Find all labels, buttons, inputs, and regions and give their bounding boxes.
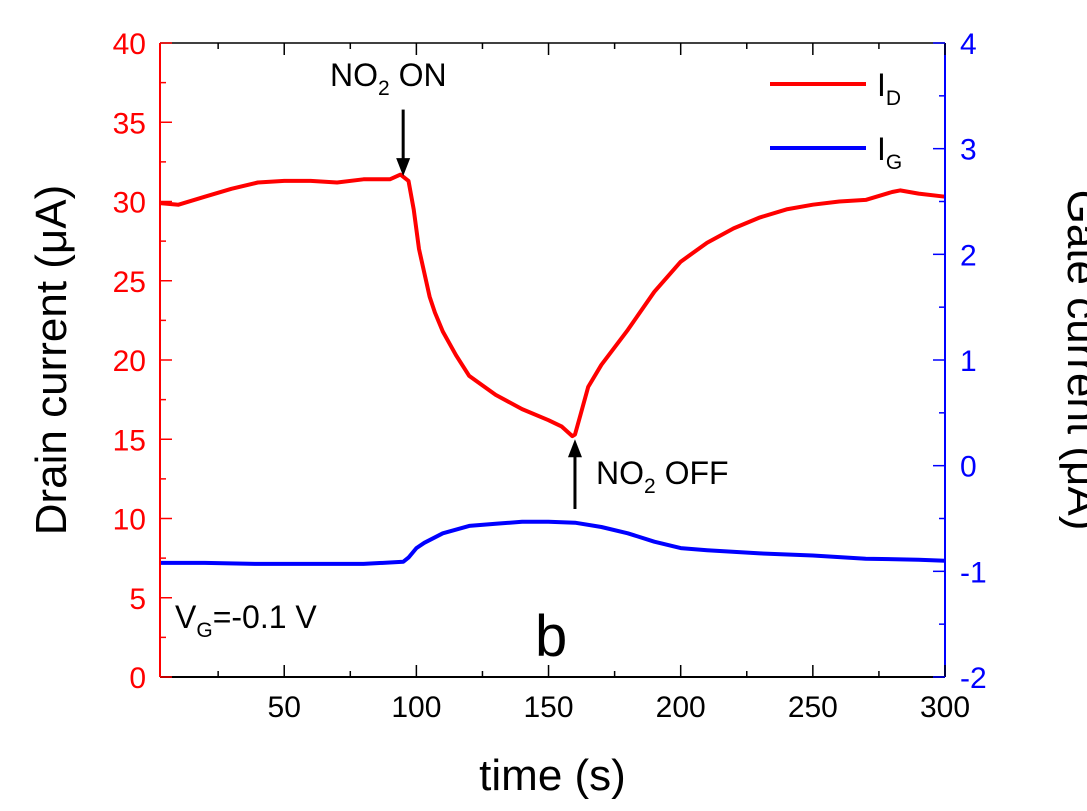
series-layer bbox=[159, 172, 946, 566]
y-left-tick-label: 35 bbox=[113, 107, 146, 140]
y-left-tick-label: 5 bbox=[129, 583, 146, 616]
x-tick-label: 150 bbox=[524, 691, 574, 724]
no2-off-arrowhead bbox=[567, 439, 582, 458]
y-right-tick-label: 2 bbox=[960, 239, 977, 272]
y-left-tick-label: 30 bbox=[113, 187, 146, 220]
y-right-tick-label: -1 bbox=[960, 556, 987, 589]
y-left-tick-label: 0 bbox=[129, 662, 146, 695]
axes-layer bbox=[159, 42, 946, 678]
y-right-tick-label: 3 bbox=[960, 134, 977, 167]
y-right-axis-title: Gate current (μA) bbox=[1058, 190, 1087, 531]
no2-off-label: NO2 OFF bbox=[596, 455, 729, 498]
y-left-tick-label: 40 bbox=[113, 28, 146, 61]
series-line-i-g bbox=[160, 519, 946, 566]
y-left-axis-title: Drain current (μA) bbox=[27, 185, 76, 536]
y-right-tick-label: 0 bbox=[960, 451, 977, 484]
y-right-tick-label: -2 bbox=[960, 662, 987, 695]
y-right-tick-label: 1 bbox=[960, 345, 977, 378]
no2-on-arrowhead bbox=[396, 158, 411, 177]
y-left-tick-label: 20 bbox=[113, 345, 146, 378]
gate-voltage-label: VG=-0.1 V bbox=[175, 599, 317, 642]
y-right-tick-label: 4 bbox=[960, 28, 977, 61]
text-layer: 50 100 150 200 250 300 0 5 10 15 20 25 30 35 40 -2 -1 0 1 2… bbox=[27, 28, 1087, 800]
panel-label: b bbox=[535, 604, 567, 669]
y-left-tick-label: 25 bbox=[113, 266, 146, 299]
x-tick-label: 50 bbox=[268, 691, 301, 724]
legend-label-i-g: IG bbox=[877, 131, 902, 174]
series-line-i-d bbox=[159, 172, 946, 439]
x-tick-label: 250 bbox=[788, 691, 838, 724]
x-tick-label: 200 bbox=[656, 691, 706, 724]
x-tick-label: 100 bbox=[391, 691, 441, 724]
y-left-tick-label: 10 bbox=[113, 504, 146, 537]
legend-label-i-d: ID bbox=[877, 67, 901, 110]
x-axis-title: time (s) bbox=[479, 751, 626, 800]
y-left-tick-label: 15 bbox=[113, 424, 146, 457]
x-tick-label: 300 bbox=[920, 691, 970, 724]
no2-on-label: NO2 ON bbox=[330, 57, 447, 100]
